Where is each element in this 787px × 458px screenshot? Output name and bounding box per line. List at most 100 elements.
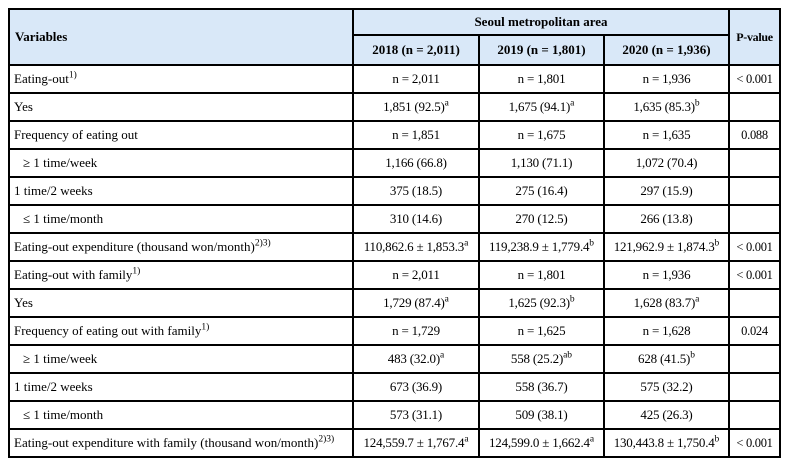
cell-text: 124,559.7 ± 1,767.4: [363, 435, 465, 450]
row-label: Frequency of eating out with family1): [8, 316, 354, 346]
year-header-2019: 2019 (n = 1,801): [478, 34, 605, 66]
cell-2018: 1,729 (87.4)a: [352, 288, 480, 318]
row-label: Yes: [8, 288, 354, 318]
year-header-2018: 2018 (n = 2,011): [352, 34, 480, 66]
cell-text: Eating-out: [14, 71, 69, 86]
cell-2020: 1,072 (70.4): [603, 148, 730, 178]
cell-pvalue: 0.024: [728, 316, 781, 346]
cell-text: n = 1,851: [392, 127, 440, 142]
cell-2019: 558 (25.2)ab: [478, 344, 605, 374]
cell-2020: 297 (15.9): [603, 176, 730, 206]
cell-pvalue: < 0.001: [728, 64, 781, 94]
superscript: a: [444, 98, 449, 109]
superscript: 2)3): [318, 434, 335, 445]
superscript: 1): [201, 322, 210, 333]
table-row: ≤ 1 time/month 573 (31.1) 509 (38.1) 425…: [8, 400, 781, 430]
cell-2018: 1,166 (66.8): [352, 148, 480, 178]
cell-text: n = 1,801: [517, 267, 566, 282]
cell-pvalue: [728, 92, 781, 122]
cell-pvalue: [728, 204, 781, 234]
cell-text: 1,675 (94.1): [508, 99, 571, 114]
cell-2020: 1,635 (85.3)b: [603, 92, 730, 122]
row-label: Frequency of eating out: [8, 120, 354, 150]
cell-text: ≤ 1 time/month: [23, 211, 104, 226]
cell-text: 297 (15.9): [640, 183, 693, 198]
cell-text: 121,962.9 ± 1,874.3: [613, 239, 715, 254]
cell-2020: n = 1,936: [603, 64, 730, 94]
table-row: ≥ 1 time/week 483 (32.0)a 558 (25.2)ab 6…: [8, 344, 781, 374]
row-label: 1 time/2 weeks: [8, 176, 354, 206]
table-row: Yes 1,729 (87.4)a 1,625 (92.3)b 1,628 (8…: [8, 288, 781, 318]
cell-2019: 1,675 (94.1)a: [478, 92, 605, 122]
cell-pvalue: < 0.001: [728, 428, 781, 458]
cell-text: 673 (36.9): [389, 379, 443, 394]
cell-2018: n = 2,011: [352, 64, 480, 94]
paper-table-page: Variables Seoul metropolitan area P-valu…: [8, 8, 781, 458]
cell-text: 1,635 (85.3): [633, 99, 695, 114]
cell-2019: 270 (12.5): [478, 204, 605, 234]
cell-text: n = 1,625: [517, 323, 566, 338]
cell-text: 558 (36.7): [515, 379, 568, 394]
cell-text: 1,072 (70.4): [635, 155, 698, 170]
cell-text: 1,851 (92.5): [383, 99, 445, 114]
cell-text: n = 1,729: [392, 323, 440, 338]
cell-text: n = 1,936: [642, 267, 691, 282]
cell-text: 575 (32.2): [640, 379, 693, 394]
cell-pvalue: [728, 148, 781, 178]
column-header-pvalue: P-value: [728, 8, 781, 66]
cell-text: 130,443.8 ± 1,750.4: [613, 435, 715, 450]
cell-text: 1 time/2 weeks: [14, 379, 93, 394]
cell-text: 1,625 (92.3): [508, 295, 570, 310]
cell-2020: n = 1,936: [603, 260, 730, 290]
table-row: Eating-out expenditure (thousand won/mon…: [8, 232, 781, 262]
cell-text: n = 1,628: [642, 323, 691, 338]
superscript: a: [589, 434, 595, 445]
table-row: Frequency of eating out n = 1,851 n = 1,…: [8, 120, 781, 150]
row-label: ≤ 1 time/month: [8, 204, 354, 234]
row-label: Eating-out1): [8, 64, 354, 94]
cell-text: 1,166 (66.8): [385, 155, 447, 170]
cell-text: Eating-out expenditure (thousand won/mon…: [14, 239, 255, 254]
cell-2020: 266 (13.8): [603, 204, 730, 234]
cell-2019: 275 (16.4): [478, 176, 605, 206]
superscript: ab: [563, 350, 573, 361]
cell-text: n = 1,801: [517, 71, 566, 86]
cell-text: 1 time/2 weeks: [14, 183, 93, 198]
cell-text: n = 2,011: [392, 71, 440, 86]
cell-2018: 673 (36.9): [352, 372, 480, 402]
table-row: Eating-out expenditure with family (thou…: [8, 428, 781, 458]
cell-text: 275 (16.4): [515, 183, 568, 198]
superscript: b: [589, 238, 595, 249]
cell-2018: 375 (18.5): [352, 176, 480, 206]
cell-2020: 425 (26.3): [603, 400, 730, 430]
row-label: Eating-out with family1): [8, 260, 354, 290]
cell-pvalue: < 0.001: [728, 232, 781, 262]
row-label: 1 time/2 weeks: [8, 372, 354, 402]
cell-2018: 1,851 (92.5)a: [352, 92, 480, 122]
cell-2020: 1,628 (83.7)a: [603, 288, 730, 318]
cell-2019: n = 1,675: [478, 120, 605, 150]
table-row: Eating-out1) n = 2,011 n = 1,801 n = 1,9…: [8, 64, 781, 94]
cell-text: ≥ 1 time/week: [23, 351, 98, 366]
superscript: 1): [132, 266, 141, 277]
cell-2020: 121,962.9 ± 1,874.3b: [603, 232, 730, 262]
cell-text: n = 1,936: [642, 71, 691, 86]
table-row: Eating-out with family1) n = 2,011 n = 1…: [8, 260, 781, 290]
cell-pvalue: 0.088: [728, 120, 781, 150]
cell-pvalue: < 0.001: [728, 260, 781, 290]
year-header-2020: 2020 (n = 1,936): [603, 34, 730, 66]
cell-2018: 310 (14.6): [352, 204, 480, 234]
table-row: Frequency of eating out with family1) n …: [8, 316, 781, 346]
cell-text: 1,130 (71.1): [510, 155, 573, 170]
row-label: Eating-out expenditure with family (thou…: [8, 428, 354, 458]
cell-text: 375 (18.5): [389, 183, 443, 198]
superscript: 2)3): [254, 238, 271, 249]
cell-text: 310 (14.6): [389, 211, 443, 226]
cell-2020: n = 1,635: [603, 120, 730, 150]
cell-text: 558 (25.2): [510, 351, 564, 366]
cell-text: Eating-out expenditure with family (thou…: [14, 435, 319, 450]
superscript: a: [570, 98, 575, 109]
cell-pvalue: [728, 176, 781, 206]
cell-2019: 509 (38.1): [478, 400, 605, 430]
superscript: b: [694, 98, 700, 109]
